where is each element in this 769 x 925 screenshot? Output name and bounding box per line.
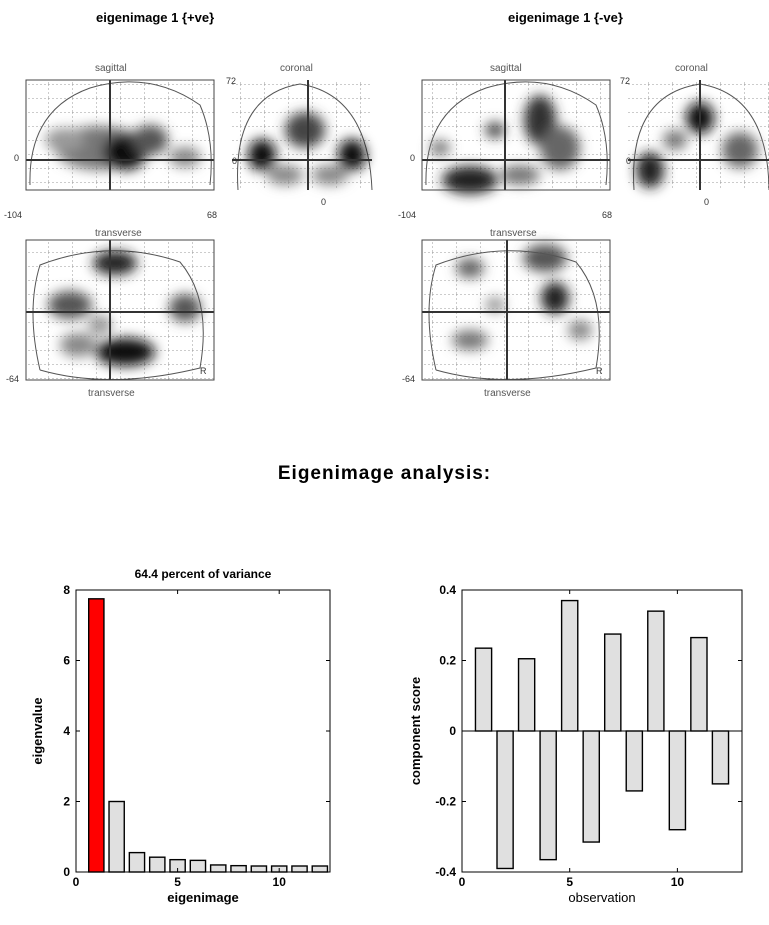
sagittal-label-positive: sagittal xyxy=(95,63,127,74)
tick-top-positive: 72 xyxy=(226,76,237,86)
bar xyxy=(690,636,708,732)
bar xyxy=(128,851,146,873)
coronal-view-positive xyxy=(232,80,373,191)
bar xyxy=(603,633,622,732)
bar xyxy=(539,730,557,861)
bar xyxy=(209,864,227,873)
bar xyxy=(230,864,247,873)
coronal-label-negative: coronal xyxy=(675,63,708,74)
tick-left-bottom-negative: -64 xyxy=(402,374,416,384)
x-tick-label: 5 xyxy=(174,875,181,889)
coronal-label-positive: coronal xyxy=(280,63,313,74)
transverse-top-label-negative: transverse xyxy=(490,228,537,239)
x-axis-label: eigenimage xyxy=(167,890,239,905)
bar xyxy=(647,610,665,732)
panel-title-positive: eigenimage 1 {+ve} xyxy=(96,10,215,25)
tick-left-bottom-positive: -64 xyxy=(6,374,20,384)
y-tick-label: 8 xyxy=(63,583,70,597)
tick-bottom-left-negative: -104 xyxy=(398,210,417,220)
main-title: Eigenimage analysis: xyxy=(277,463,492,484)
transverse-label-positive: transverse xyxy=(88,388,135,399)
x-tick-label: 0 xyxy=(459,875,466,889)
bar xyxy=(517,658,536,732)
tick-top-negative: 72 xyxy=(620,76,631,86)
y-tick-label: 2 xyxy=(63,795,70,809)
bar xyxy=(189,859,207,873)
bar xyxy=(474,647,493,732)
bar xyxy=(560,599,579,732)
tick-bottom-right-negative: 68 xyxy=(602,210,613,220)
bar xyxy=(87,598,105,873)
y-tick-label: 0 xyxy=(449,724,456,738)
bar xyxy=(250,865,268,873)
bar xyxy=(496,730,514,870)
glass-brain-images xyxy=(25,79,769,381)
y-axis-label: component score xyxy=(408,677,423,785)
transverse-label-negative: transverse xyxy=(484,388,531,399)
y-tick-label: -0.4 xyxy=(435,865,456,879)
x-tick-label: 0 xyxy=(73,875,80,889)
bar xyxy=(291,865,308,873)
eigenvalue-bar-chart: 64.4 percent of variance 0 5 10 0 2 4 6 8 eigenim… xyxy=(30,567,331,905)
transverse-view-negative xyxy=(421,239,611,381)
coronal-view-negative xyxy=(628,80,769,191)
bar xyxy=(625,730,644,792)
bar xyxy=(582,730,601,843)
bar xyxy=(311,865,329,873)
transverse-top-label-positive: transverse xyxy=(95,228,142,239)
x-tick-label: 10 xyxy=(273,875,287,889)
y-tick-label: 0 xyxy=(63,865,70,879)
y-axis-label: eigenvalue xyxy=(30,697,45,764)
bar xyxy=(668,730,687,831)
x-tick-label: 10 xyxy=(671,875,685,889)
y-tick-label: 4 xyxy=(63,724,70,738)
sagittal-view-positive xyxy=(25,79,215,191)
tick-mid-negative: 0 xyxy=(410,153,416,163)
tick-mid-positive: 0 xyxy=(14,153,20,163)
bar xyxy=(711,730,730,785)
y-tick-label: 0.2 xyxy=(439,654,456,668)
chart-title: 64.4 percent of variance xyxy=(135,567,272,581)
tick-coronal-right-positive: 0 xyxy=(321,197,327,207)
transverse-view-positive xyxy=(25,239,215,381)
component-score-bar-chart: 0 5 10 -0.4 -0.2 0 0.2 0.4 observation component … xyxy=(408,583,743,905)
sagittal-view-negative xyxy=(421,79,611,194)
bar xyxy=(148,856,166,873)
x-tick-label: 5 xyxy=(566,875,573,889)
x-axis-label: observation xyxy=(568,890,635,905)
bar xyxy=(108,800,125,873)
tick-coronal-right-negative: 0 xyxy=(704,197,710,207)
panel-title-negative: eigenimage 1 {-ve} xyxy=(508,10,623,25)
sagittal-label-negative: sagittal xyxy=(490,63,522,74)
y-tick-label: 6 xyxy=(63,654,70,668)
tick-bottom-left-positive: -104 xyxy=(4,210,23,220)
y-tick-label: 0.4 xyxy=(439,583,456,597)
tick-bottom-right-positive: 68 xyxy=(207,210,218,220)
y-tick-label: -0.2 xyxy=(435,795,456,809)
